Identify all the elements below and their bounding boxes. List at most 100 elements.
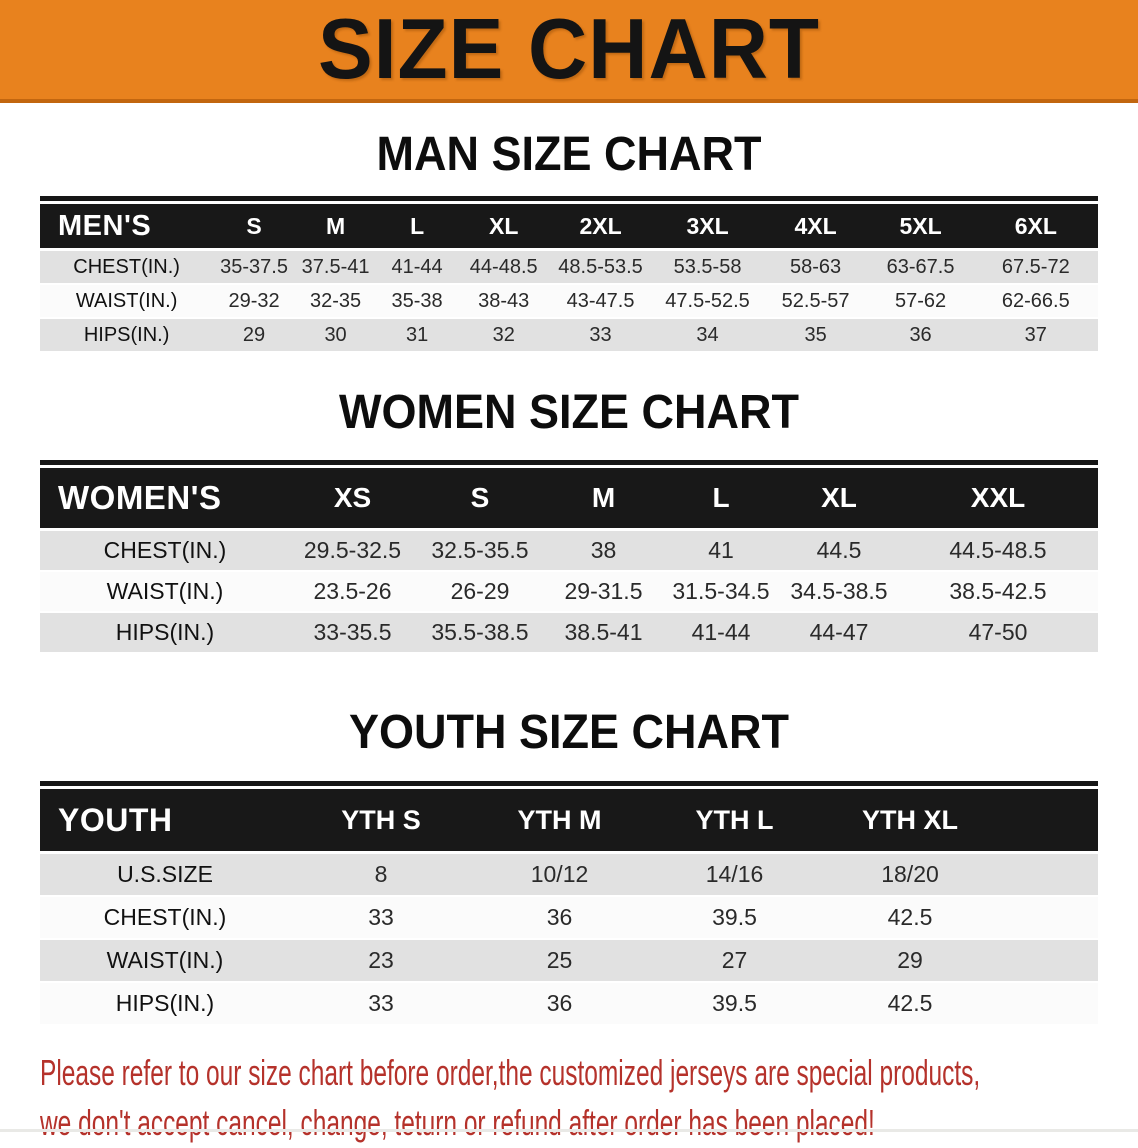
- row-label-cell: HIPS(IN.): [40, 318, 214, 353]
- row-label-cell: WAIST(IN.): [40, 939, 290, 983]
- size-header-cell: M: [294, 204, 377, 251]
- table-title-cell: YOUTH: [40, 789, 290, 854]
- header-row: WOMEN'S XS S M L XL XXL: [40, 468, 1098, 531]
- disclaimer-line2-text: we don't accept cancel, change, teturn o…: [40, 1102, 875, 1143]
- table-row: U.S.SIZE 8 10/12 14/16 18/20: [40, 852, 1098, 897]
- value-cell: 32-35: [294, 284, 377, 319]
- value-cell: 33: [290, 896, 472, 940]
- value-cell: 35-38: [376, 284, 458, 319]
- value-cell: 32: [457, 318, 550, 353]
- size-header-cell: XL: [780, 468, 898, 531]
- value-cell: 33: [290, 982, 472, 1026]
- value-cell: 29: [213, 318, 295, 353]
- table-row: CHEST(IN.) 35-37.5 37.5-41 41-44 44-48.5 48.5…: [40, 249, 1098, 285]
- size-header-cell: L: [376, 204, 458, 251]
- size-header-cell: 5XL: [867, 204, 974, 251]
- value-cell: 47.5-52.5: [651, 284, 764, 319]
- value-cell: 57-62: [867, 284, 974, 319]
- page-title: SIZE CHART: [318, 1, 820, 97]
- value-cell: 36: [472, 982, 647, 1026]
- value-cell: 23.5-26: [290, 571, 415, 613]
- filler-cell: [998, 852, 1098, 897]
- women-section: WOMEN SIZE CHART WOMEN'S XS S M L XL XXL CHEST(…: [0, 383, 1138, 654]
- table-row: HIPS(IN.) 33-35.5 35.5-38.5 38.5-41 41-44 44-…: [40, 612, 1098, 654]
- table-title-cell: WOMEN'S: [40, 468, 290, 531]
- size-header-cell: 6XL: [973, 204, 1098, 251]
- value-cell: 36: [472, 896, 647, 940]
- value-cell: 58-63: [763, 249, 868, 285]
- size-header-cell: YTH XL: [822, 789, 998, 854]
- size-header-cell: XXL: [898, 468, 1098, 531]
- value-cell: 37.5-41: [294, 249, 377, 285]
- size-header-cell: 3XL: [651, 204, 764, 251]
- value-cell: 26-29: [415, 571, 545, 613]
- women-table-wrap: WOMEN'S XS S M L XL XXL CHEST(IN.) 29.5-32.5 32.5…: [40, 460, 1098, 654]
- row-label-cell: CHEST(IN.): [40, 529, 290, 572]
- value-cell: 36: [867, 318, 974, 353]
- value-cell: 48.5-53.5: [549, 249, 652, 285]
- table-row: WAIST(IN.) 23.5-26 26-29 29-31.5 31.5-34.5 34…: [40, 571, 1098, 613]
- table-row: WAIST(IN.) 29-32 32-35 35-38 38-43 43-47.5 47.…: [40, 284, 1098, 319]
- men-section-heading: MAN SIZE CHART: [376, 125, 762, 181]
- disclaimer-line1-text: Please refer to our size chart before or…: [40, 1052, 981, 1093]
- value-cell: 52.5-57: [763, 284, 868, 319]
- disclaimer-line2: we don't accept cancel, change, teturn o…: [40, 1098, 1138, 1148]
- filler-cell: [998, 939, 1098, 983]
- row-label-cell: U.S.SIZE: [40, 852, 290, 897]
- value-cell: 44-48.5: [457, 249, 550, 285]
- filler-cell: [998, 896, 1098, 940]
- value-cell: 8: [290, 852, 472, 897]
- value-cell: 44.5-48.5: [898, 529, 1098, 572]
- men-size-table: MEN'S S M L XL 2XL 3XL 4XL 5XL 6XL CHEST(IN.) 35-37…: [40, 204, 1098, 353]
- value-cell: 29: [822, 939, 998, 983]
- value-cell: 35: [763, 318, 868, 353]
- youth-size-table: YOUTH YTH S YTH M YTH L YTH XL U.S.SIZE 8 10/12…: [40, 789, 1098, 1026]
- value-cell: 41-44: [662, 612, 780, 654]
- value-cell: 31.5-34.5: [662, 571, 780, 613]
- table-row: HIPS(IN.) 29 30 31 32 33 34 35 36 37: [40, 318, 1098, 353]
- value-cell: 39.5: [647, 982, 822, 1026]
- value-cell: 33-35.5: [290, 612, 415, 654]
- value-cell: 10/12: [472, 852, 647, 897]
- row-label-cell: HIPS(IN.): [40, 612, 290, 654]
- disclaimer-line1: Please refer to our size chart before or…: [40, 1048, 1138, 1098]
- value-cell: 31: [376, 318, 458, 353]
- size-header-cell: XL: [457, 204, 550, 251]
- banner: SIZE CHART: [0, 0, 1138, 103]
- header-row: MEN'S S M L XL 2XL 3XL 4XL 5XL 6XL: [40, 204, 1098, 251]
- table-row: HIPS(IN.) 33 36 39.5 42.5: [40, 982, 1098, 1026]
- table-title-cell: MEN'S: [40, 204, 214, 251]
- value-cell: 63-67.5: [867, 249, 974, 285]
- value-cell: 42.5: [822, 982, 998, 1026]
- value-cell: 62-66.5: [973, 284, 1098, 319]
- youth-section: YOUTH SIZE CHART YOUTH YTH S YTH M YTH L YTH…: [0, 703, 1138, 1026]
- youth-section-heading: YOUTH SIZE CHART: [348, 703, 789, 759]
- header-row: YOUTH YTH S YTH M YTH L YTH XL: [40, 789, 1098, 854]
- value-cell: 34: [651, 318, 764, 353]
- row-label-cell: CHEST(IN.): [40, 249, 214, 285]
- filler-cell: [998, 982, 1098, 1026]
- image-bottom-edge: [0, 1129, 1138, 1132]
- value-cell: 33: [549, 318, 652, 353]
- value-cell: 29-31.5: [545, 571, 662, 613]
- size-header-cell: L: [662, 468, 780, 531]
- women-size-table: WOMEN'S XS S M L XL XXL CHEST(IN.) 29.5-32.5 32.5…: [40, 468, 1098, 654]
- value-cell: 18/20: [822, 852, 998, 897]
- value-cell: 38: [545, 529, 662, 572]
- value-cell: 35-37.5: [213, 249, 295, 285]
- size-header-cell: S: [415, 468, 545, 531]
- value-cell: 42.5: [822, 896, 998, 940]
- value-cell: 35.5-38.5: [415, 612, 545, 654]
- size-header-cell: YTH L: [647, 789, 822, 854]
- table-row: CHEST(IN.) 33 36 39.5 42.5: [40, 896, 1098, 940]
- value-cell: 43-47.5: [549, 284, 652, 319]
- filler-header-cell: [998, 789, 1098, 854]
- value-cell: 38.5-42.5: [898, 571, 1098, 613]
- size-header-cell: XS: [290, 468, 415, 531]
- value-cell: 38-43: [457, 284, 550, 319]
- women-section-heading: WOMEN SIZE CHART: [339, 383, 799, 439]
- value-cell: 53.5-58: [651, 249, 764, 285]
- table-row: CHEST(IN.) 29.5-32.5 32.5-35.5 38 41 44.5 44.5…: [40, 529, 1098, 572]
- value-cell: 37: [973, 318, 1098, 353]
- value-cell: 25: [472, 939, 647, 983]
